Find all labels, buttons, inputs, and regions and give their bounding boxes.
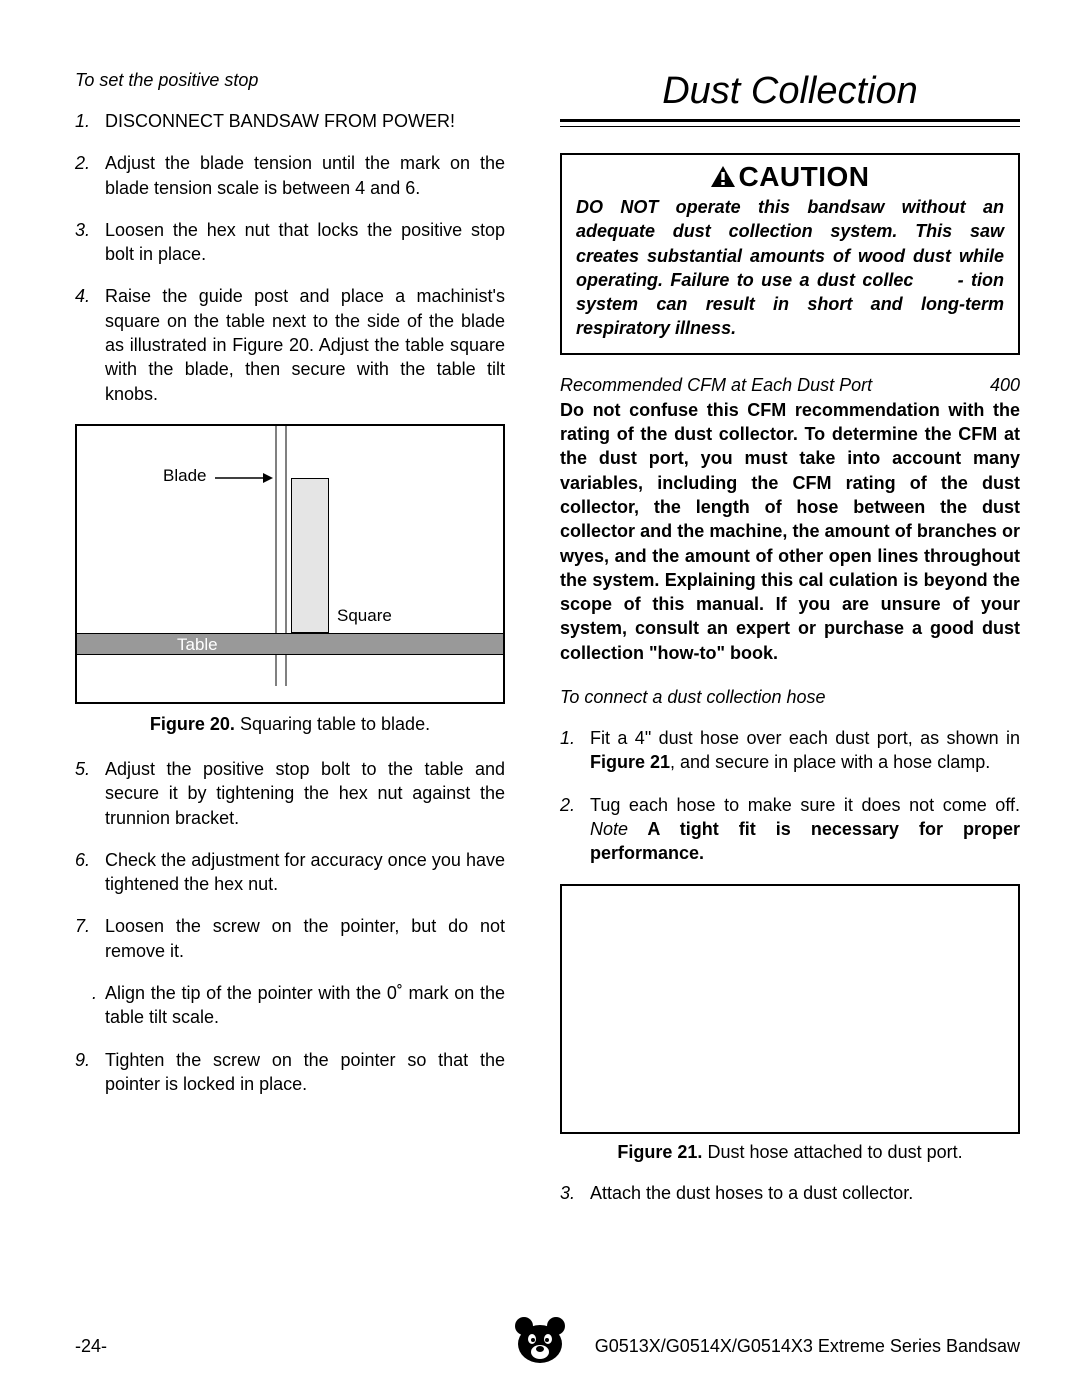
recommended-cfm-line: Recommended CFM at Each Dust Port 400 (560, 375, 1020, 396)
step-num: 2. (560, 793, 590, 866)
warning-triangle-icon (710, 165, 736, 188)
rec-cfm-value: 400 (990, 375, 1020, 396)
step-num: 5. (75, 757, 105, 830)
step-text: Adjust the positive stop bolt to the tab… (105, 757, 505, 830)
step-text: DISCONNECT BANDSAW FROM POWER! (105, 109, 505, 133)
step-num: 3. (560, 1181, 590, 1205)
rec-cfm-label: Recommended CFM at Each Dust Port (560, 375, 872, 396)
cfm-paragraph: Do not confuse this CFM recommendation w… (560, 398, 1020, 665)
positive-stop-subhead: To set the positive stop (75, 70, 505, 91)
caution-box: CAUTION DO NOT operate this bandsaw with… (560, 153, 1020, 355)
step-text: Tighten the screw on the pointer so that… (105, 1048, 505, 1097)
step-num: 9. (75, 1048, 105, 1097)
connect-hose-steps: 1. Fit a 4" dust hose over each dust por… (560, 726, 1020, 865)
step-text: Check the adjustment for accuracy once y… (105, 848, 505, 897)
fig20-blade-label: Blade (163, 466, 206, 486)
figure-21-caption: Figure 21. Dust hose attached to dust po… (560, 1142, 1020, 1163)
connect-hose-subhead: To connect a dust collection hose (560, 687, 1020, 708)
step-text: Align the tip of the pointer with the 0˚… (105, 981, 505, 1030)
document-title-footer: G0513X/G0514X/G0514X3 Extreme Series Ban… (595, 1336, 1020, 1357)
step-text: Attach the dust hoses to a dust collecto… (590, 1181, 1020, 1205)
page-number: -24- (75, 1336, 107, 1357)
step-num: 4. (75, 284, 105, 405)
step-text: Loosen the hex nut that locks the positi… (105, 218, 505, 267)
positive-stop-steps-b: 5.Adjust the positive stop bolt to the t… (75, 757, 505, 1096)
positive-stop-steps-a: 1.DISCONNECT BANDSAW FROM POWER! 2.Adjus… (75, 109, 505, 406)
step-text: Raise the guide post and place a machini… (105, 284, 505, 405)
title-rule (560, 126, 1020, 127)
caution-body: DO NOT operate this bandsaw without an a… (576, 195, 1004, 341)
step-num: 3. (75, 218, 105, 267)
step-num: 1. (75, 109, 105, 133)
fig20-table-label: Table (177, 635, 218, 655)
step-num: 2. (75, 151, 105, 200)
caution-header: CAUTION (576, 161, 1004, 193)
step-num: 7. (75, 914, 105, 963)
figure-20-caption: Figure 20. Squaring table to blade. (75, 714, 505, 735)
arrow-icon (215, 472, 275, 484)
connect-hose-step3: 3.Attach the dust hoses to a dust collec… (560, 1181, 1020, 1205)
figure-20-diagram: Blade Square Table (75, 424, 505, 704)
fig20-square-label: Square (337, 606, 392, 626)
step-text: Fit a 4" dust hose over each dust port, … (590, 726, 1020, 775)
step-text: Adjust the blade tension until the mark … (105, 151, 505, 200)
title-rule (560, 119, 1020, 122)
figure-21-image (560, 884, 1020, 1134)
step-text: Tug each hose to make sure it does not c… (590, 793, 1020, 866)
dust-collection-title: Dust Collection (560, 70, 1020, 113)
step-num: . (75, 981, 105, 1030)
step-text: Loosen the screw on the pointer, but do … (105, 914, 505, 963)
step-num: 6. (75, 848, 105, 897)
step-num: 1. (560, 726, 590, 775)
